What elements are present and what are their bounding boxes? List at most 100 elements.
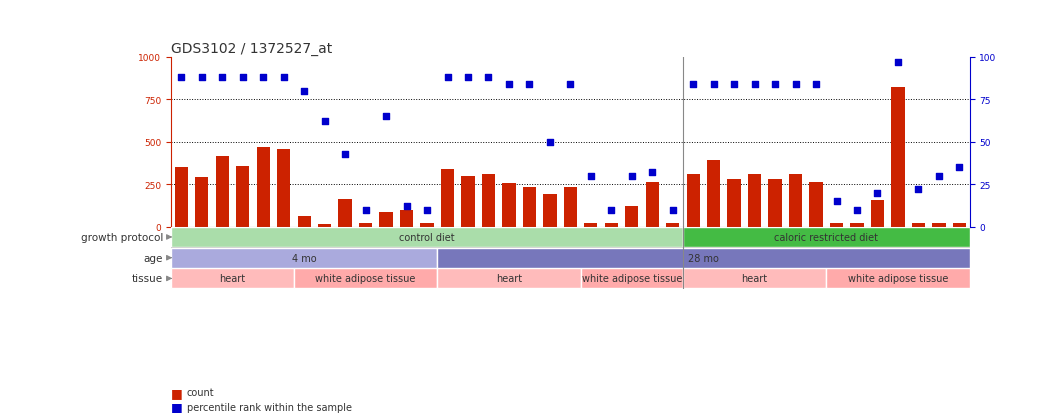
Bar <box>891 88 904 227</box>
Point <box>440 75 456 81</box>
Point <box>296 88 312 95</box>
Bar <box>850 224 864 227</box>
Bar <box>171 269 293 289</box>
Point <box>705 82 722 88</box>
Point <box>848 207 865 214</box>
Bar <box>584 224 597 227</box>
Point <box>377 114 394 120</box>
Point <box>726 82 742 88</box>
Bar <box>420 224 433 227</box>
Point <box>808 82 824 88</box>
Bar <box>338 200 352 227</box>
Text: white adipose tissue: white adipose tissue <box>848 274 948 284</box>
Point <box>358 207 374 214</box>
Text: percentile rank within the sample: percentile rank within the sample <box>187 402 352 412</box>
Text: tissue: tissue <box>132 274 163 284</box>
Point <box>562 82 579 88</box>
Bar <box>523 187 536 227</box>
Point <box>501 82 517 88</box>
Bar <box>564 187 577 227</box>
Bar <box>830 224 843 227</box>
Point <box>194 75 211 81</box>
Text: heart: heart <box>496 274 522 284</box>
Bar <box>810 182 822 227</box>
Point <box>665 207 681 214</box>
Bar <box>195 177 208 227</box>
Text: GDS3102 / 1372527_at: GDS3102 / 1372527_at <box>171 41 332 55</box>
Bar <box>686 175 700 227</box>
Bar <box>932 224 946 227</box>
Text: heart: heart <box>741 274 767 284</box>
Point <box>623 173 640 180</box>
Bar <box>953 224 966 227</box>
Bar <box>318 225 331 227</box>
Text: white adipose tissue: white adipose tissue <box>315 274 416 284</box>
Bar <box>707 161 721 227</box>
Point <box>684 82 701 88</box>
Point <box>541 139 558 146</box>
Point <box>398 204 415 210</box>
Point <box>173 75 190 81</box>
Point <box>930 173 947 180</box>
Text: ■: ■ <box>171 400 183 413</box>
Point <box>316 119 333 126</box>
Bar <box>683 269 826 289</box>
Bar <box>236 166 250 227</box>
Text: 28 mo: 28 mo <box>688 253 719 263</box>
Bar <box>871 201 885 227</box>
Point <box>766 82 783 88</box>
Bar <box>359 224 372 227</box>
Point <box>644 170 661 176</box>
Bar <box>543 194 557 227</box>
Text: white adipose tissue: white adipose tissue <box>582 274 682 284</box>
Bar <box>441 169 454 227</box>
Bar <box>683 228 970 247</box>
Point <box>276 75 292 81</box>
Bar <box>438 269 581 289</box>
Bar <box>646 182 658 227</box>
Point <box>747 82 763 88</box>
Bar <box>666 224 679 227</box>
Text: caloric restricted diet: caloric restricted diet <box>775 233 878 242</box>
Bar <box>380 213 393 227</box>
Point <box>459 75 476 81</box>
Point <box>602 207 619 214</box>
Point <box>480 75 497 81</box>
Bar <box>174 168 188 227</box>
Point <box>787 82 804 88</box>
Bar <box>461 176 475 227</box>
Bar <box>256 147 270 227</box>
Bar <box>216 157 229 227</box>
Bar <box>581 269 683 289</box>
Bar <box>293 269 438 289</box>
Point <box>214 75 230 81</box>
Point <box>869 190 886 197</box>
Bar <box>502 184 515 227</box>
Text: 4 mo: 4 mo <box>291 253 316 263</box>
Bar <box>171 228 683 247</box>
Bar <box>826 269 970 289</box>
Bar <box>400 210 413 227</box>
Text: heart: heart <box>220 274 246 284</box>
Point <box>890 59 906 66</box>
Point <box>522 82 538 88</box>
Bar <box>789 175 803 227</box>
Bar <box>768 180 782 227</box>
Text: count: count <box>187 387 215 397</box>
Point <box>337 151 354 158</box>
Bar <box>605 224 618 227</box>
Point <box>583 173 599 180</box>
Text: control diet: control diet <box>399 233 455 242</box>
Bar <box>171 248 438 268</box>
Text: ■: ■ <box>171 386 183 399</box>
Point <box>829 198 845 205</box>
Point <box>255 75 272 81</box>
Bar <box>298 217 311 227</box>
Bar <box>625 207 639 227</box>
Bar <box>482 175 495 227</box>
Point <box>910 187 927 193</box>
Point <box>234 75 251 81</box>
Text: age: age <box>144 253 163 263</box>
Text: growth protocol: growth protocol <box>81 233 163 242</box>
Bar <box>277 150 290 227</box>
